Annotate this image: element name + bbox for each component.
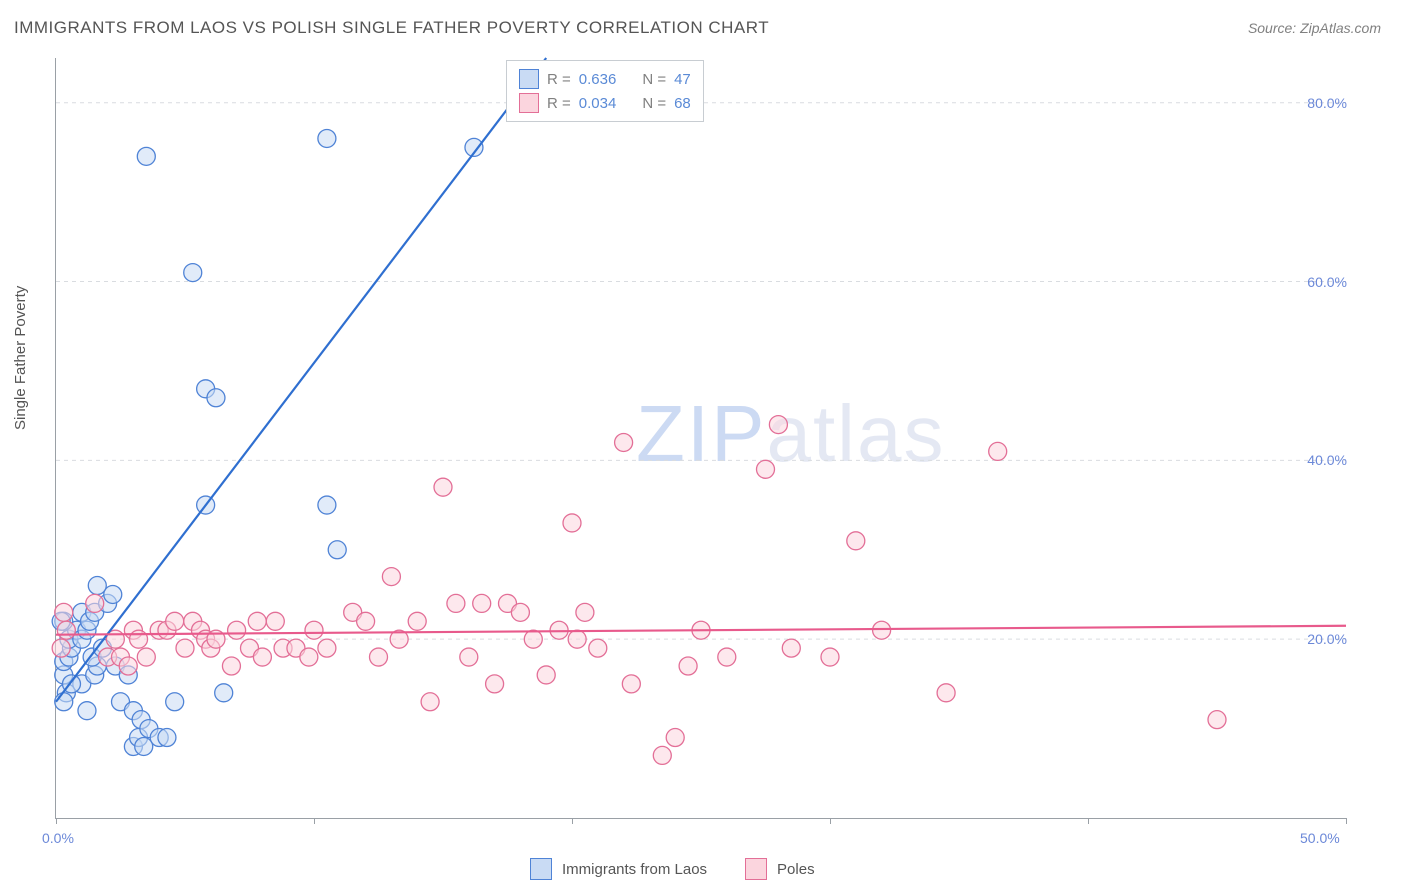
scatter-point-poles [568, 630, 586, 648]
scatter-point-poles [563, 514, 581, 532]
legend-row-poles: R = 0.034 N = 68 [519, 91, 691, 115]
r-value-laos: 0.636 [579, 71, 617, 88]
swatch-pink-icon [519, 93, 539, 113]
scatter-point-poles [653, 746, 671, 764]
scatter-point-poles [473, 594, 491, 612]
scatter-point-poles [266, 612, 284, 630]
scatter-point-poles [622, 675, 640, 693]
scatter-point-poles [447, 594, 465, 612]
scatter-point-poles [679, 657, 697, 675]
scatter-point-poles [137, 648, 155, 666]
scatter-point-poles [300, 648, 318, 666]
y-tick-label: 20.0% [1287, 631, 1347, 647]
x-tick-label-left: 0.0% [42, 830, 74, 846]
scatter-point-poles [382, 568, 400, 586]
x-tick [1088, 818, 1089, 824]
chart-title: IMMIGRANTS FROM LAOS VS POLISH SINGLE FA… [14, 18, 769, 38]
n-label: N = [642, 95, 666, 112]
swatch-blue-icon [530, 858, 552, 880]
x-tick [56, 818, 57, 824]
scatter-point-laos [78, 702, 96, 720]
scatter-point-laos [318, 129, 336, 147]
scatter-point-poles [486, 675, 504, 693]
scatter-point-laos [137, 147, 155, 165]
scatter-point-poles [524, 630, 542, 648]
x-tick-label-right: 50.0% [1300, 830, 1340, 846]
scatter-point-poles [421, 693, 439, 711]
scatter-point-poles [615, 433, 633, 451]
swatch-blue-icon [519, 69, 539, 89]
source-label: Source: ZipAtlas.com [1248, 20, 1381, 36]
y-tick-label: 80.0% [1287, 95, 1347, 111]
legend-series: Immigrants from Laos Poles [530, 858, 815, 880]
legend-label-laos: Immigrants from Laos [562, 861, 707, 878]
scatter-point-poles [357, 612, 375, 630]
x-tick [830, 818, 831, 824]
r-label: R = [547, 71, 571, 88]
scatter-point-poles [757, 460, 775, 478]
chart-svg [56, 58, 1346, 818]
y-axis-title: Single Father Poverty [12, 286, 29, 430]
scatter-point-poles [1208, 711, 1226, 729]
scatter-point-poles [537, 666, 555, 684]
scatter-point-poles [769, 416, 787, 434]
scatter-point-poles [511, 603, 529, 621]
scatter-point-poles [119, 657, 137, 675]
swatch-pink-icon [745, 858, 767, 880]
scatter-point-poles [176, 639, 194, 657]
legend-label-poles: Poles [777, 861, 815, 878]
plot-area: ZIPatlas R = 0.636 N = 47 R = 0.034 N = … [55, 58, 1346, 819]
x-tick [572, 818, 573, 824]
scatter-point-poles [222, 657, 240, 675]
scatter-point-poles [408, 612, 426, 630]
scatter-point-poles [576, 603, 594, 621]
scatter-point-laos [207, 389, 225, 407]
scatter-point-poles [130, 630, 148, 648]
scatter-point-poles [589, 639, 607, 657]
scatter-point-poles [782, 639, 800, 657]
scatter-point-laos [328, 541, 346, 559]
scatter-point-poles [873, 621, 891, 639]
scatter-point-poles [52, 639, 70, 657]
scatter-point-poles [718, 648, 736, 666]
r-label: R = [547, 95, 571, 112]
scatter-point-laos [55, 693, 73, 711]
r-value-poles: 0.034 [579, 95, 617, 112]
scatter-point-poles [370, 648, 388, 666]
scatter-point-poles [937, 684, 955, 702]
legend-correlation: R = 0.636 N = 47 R = 0.034 N = 68 [506, 60, 704, 122]
scatter-point-laos [184, 264, 202, 282]
scatter-point-poles [434, 478, 452, 496]
scatter-point-poles [847, 532, 865, 550]
scatter-point-laos [88, 577, 106, 595]
scatter-point-poles [248, 612, 266, 630]
x-tick [1346, 818, 1347, 824]
scatter-point-poles [318, 639, 336, 657]
scatter-point-poles [305, 621, 323, 639]
scatter-point-laos [166, 693, 184, 711]
scatter-point-poles [253, 648, 271, 666]
legend-row-laos: R = 0.636 N = 47 [519, 67, 691, 91]
n-value-laos: 47 [674, 71, 691, 88]
scatter-point-poles [228, 621, 246, 639]
scatter-point-laos [158, 729, 176, 747]
scatter-point-poles [86, 594, 104, 612]
y-tick-label: 60.0% [1287, 274, 1347, 290]
scatter-point-poles [55, 603, 73, 621]
n-label: N = [642, 71, 666, 88]
scatter-point-poles [821, 648, 839, 666]
scatter-point-poles [666, 729, 684, 747]
scatter-point-poles [166, 612, 184, 630]
x-tick [314, 818, 315, 824]
n-value-poles: 68 [674, 95, 691, 112]
y-tick-label: 40.0% [1287, 452, 1347, 468]
scatter-point-poles [57, 621, 75, 639]
scatter-point-poles [460, 648, 478, 666]
scatter-point-laos [215, 684, 233, 702]
scatter-point-laos [318, 496, 336, 514]
scatter-point-poles [989, 442, 1007, 460]
